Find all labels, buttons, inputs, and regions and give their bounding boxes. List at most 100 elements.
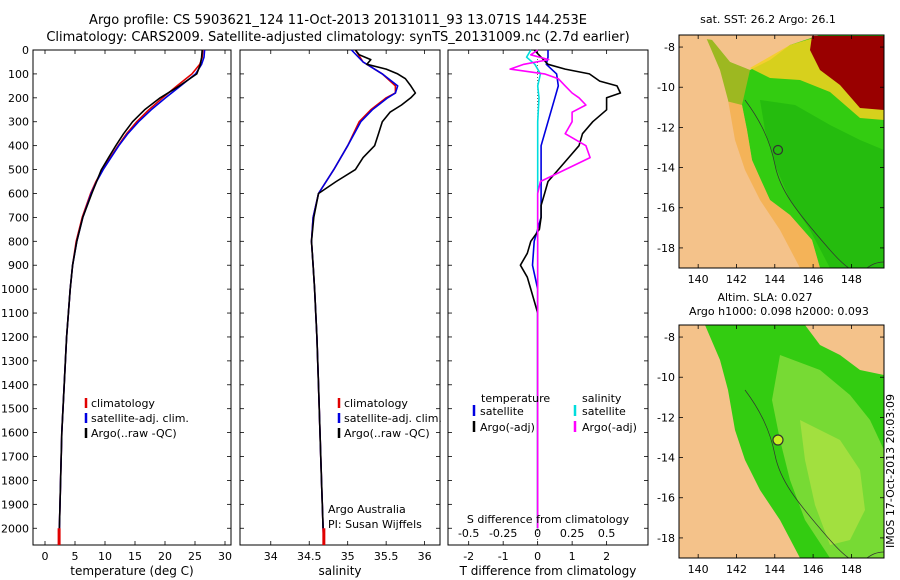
y-tick-label: 1000 bbox=[1, 283, 29, 296]
salinity-legend: climatology satellite-adj. clim. Argo(..… bbox=[337, 397, 442, 440]
legend-label-sal-satellite: satellite bbox=[582, 405, 626, 418]
sst-map-title: sat. SST: 26.2 Argo: 26.1 bbox=[700, 13, 836, 26]
y-tick-label: 1100 bbox=[1, 307, 29, 320]
y-tick-label: 100 bbox=[8, 68, 29, 81]
temperature-axes-frame bbox=[32, 49, 232, 546]
salinity-panel: 34 34.5 35 35.5 36 salinity climatology sate… bbox=[239, 49, 442, 578]
argo-position-marker bbox=[772, 144, 784, 156]
difference-axes-frame bbox=[447, 49, 649, 546]
map-x-tick-label: 148 bbox=[841, 273, 862, 286]
temperature-legend: climatology satellite-adj. clim. Argo(..… bbox=[84, 397, 189, 440]
x-tick-label: 1 bbox=[569, 550, 576, 563]
x2-tick-label: 0.25 bbox=[560, 527, 585, 540]
temperature-xlabel: temperature (deg C) bbox=[70, 564, 193, 578]
y-tick-label: 1600 bbox=[1, 427, 29, 440]
legend-label-climatology: climatology bbox=[344, 397, 408, 410]
map-x-tick-label: 142 bbox=[726, 563, 747, 576]
legend-label-temp-satellite: satellite bbox=[480, 405, 524, 418]
map-x-tick-label: 148 bbox=[841, 563, 862, 576]
map-x-tick-label: 144 bbox=[764, 273, 785, 286]
legend-label-argo: Argo(..raw -QC) bbox=[344, 427, 430, 440]
x-tick-label: 0 bbox=[534, 550, 541, 563]
x-tick-label: 2 bbox=[603, 550, 610, 563]
x-tick-label: -2 bbox=[463, 550, 474, 563]
map-x-tick-label: 142 bbox=[726, 273, 747, 286]
map-y-tick-label: -16 bbox=[657, 202, 675, 215]
x-tick-label: 20 bbox=[158, 550, 172, 563]
y-tick-label: 1800 bbox=[1, 474, 29, 487]
temperature-profiles bbox=[57, 49, 206, 546]
map-y-tick-label: -14 bbox=[657, 162, 675, 175]
difference-profiles bbox=[509, 49, 622, 529]
salinity-axes-frame bbox=[239, 49, 441, 546]
y-tick-label: 1300 bbox=[1, 355, 29, 368]
map-y-tick-label: -18 bbox=[657, 242, 675, 255]
credit-line-1: Argo Australia bbox=[328, 503, 406, 516]
australia-land bbox=[679, 35, 800, 268]
x-tick-label: 30 bbox=[218, 550, 232, 563]
x-tick-label: 10 bbox=[98, 550, 112, 563]
sla-map-title-1: Altim. SLA: 0.027 bbox=[717, 291, 812, 304]
y-tick-label: 300 bbox=[8, 116, 29, 129]
x-tick-label: 34.5 bbox=[297, 550, 322, 563]
y-tick-label: 800 bbox=[8, 235, 29, 248]
imos-timestamp: IMOS 17-Oct-2013 20:03:09 bbox=[884, 394, 897, 548]
title-line-2: Climatology: CARS2009. Satellite-adjuste… bbox=[46, 30, 629, 45]
y-tick-label: 700 bbox=[8, 211, 29, 224]
y-tick-label: 600 bbox=[8, 187, 29, 200]
map-y-tick-label: -14 bbox=[657, 452, 675, 465]
sla-peak-region bbox=[800, 420, 865, 545]
y-tick-label: 1200 bbox=[1, 331, 29, 344]
map-x-tick-label: 146 bbox=[803, 563, 824, 576]
x-tick-label: 36 bbox=[418, 550, 432, 563]
y-tick-label: 200 bbox=[8, 92, 29, 105]
sst-map: -8 -10 -12 -14 -16 -18 140 142 144 146 148 bbox=[657, 34, 885, 286]
legend-label-sal-argo: Argo(-adj) bbox=[582, 421, 637, 434]
salinity-profiles bbox=[310, 49, 417, 546]
legend-label-climatology: climatology bbox=[91, 397, 155, 410]
x-tick-label: 35 bbox=[341, 550, 355, 563]
map-y-tick-label: -8 bbox=[664, 41, 675, 54]
map-x-tick-label: 140 bbox=[688, 563, 709, 576]
map-x-tick-label: 140 bbox=[688, 273, 709, 286]
y-tick-label: 1900 bbox=[1, 498, 29, 511]
x-tick-label: 25 bbox=[188, 550, 202, 563]
title-line-1: Argo profile: CS 5903621_124 11-Oct-2013… bbox=[89, 13, 587, 28]
x-tick-label: 34 bbox=[264, 550, 278, 563]
sla-map: -8 -10 -12 -14 -16 -18 140 142 144 146 148 bbox=[657, 324, 885, 576]
temperature-x-axis: 0 5 10 15 20 25 30 bbox=[42, 50, 232, 563]
australia-land bbox=[679, 325, 800, 558]
sst-map-ticks: -8 -10 -12 -14 -16 -18 140 142 144 146 148 bbox=[657, 35, 884, 286]
bathymetry-contour bbox=[744, 99, 884, 268]
x-tick-label: 15 bbox=[128, 550, 142, 563]
y-tick-label: 2000 bbox=[1, 522, 29, 535]
map-x-tick-label: 144 bbox=[764, 563, 785, 576]
argo-position-marker bbox=[772, 434, 784, 446]
map-y-tick-label: -10 bbox=[657, 371, 675, 384]
difference-legend: temperature salinity satellite Argo(-adj… bbox=[472, 392, 637, 434]
legend-label-satellite: satellite-adj. clim. bbox=[344, 412, 442, 425]
series-line-2 bbox=[58, 49, 203, 529]
map-y-tick-label: -10 bbox=[657, 81, 675, 94]
temperature-panel: 0100200300400500600700800900100011001200… bbox=[1, 44, 232, 578]
series-line-3 bbox=[509, 49, 591, 529]
hot-sst-region bbox=[810, 36, 884, 110]
bathymetry-contour bbox=[744, 389, 884, 558]
x-tick-label: 0 bbox=[42, 550, 49, 563]
x-tick-label: 5 bbox=[72, 550, 79, 563]
land-patch bbox=[679, 490, 712, 558]
x2-tick-label: 0.5 bbox=[598, 527, 616, 540]
difference-x2label: S difference from climatology bbox=[467, 513, 630, 526]
y-tick-label: 1700 bbox=[1, 451, 29, 464]
sla-map-title-2: Argo h1000: 0.098 h2000: 0.093 bbox=[689, 305, 869, 318]
land-patch bbox=[679, 200, 712, 268]
series-line-2 bbox=[310, 49, 417, 529]
legend-label-satellite: satellite-adj. clim. bbox=[91, 412, 189, 425]
map-x-tick-label: 146 bbox=[803, 273, 824, 286]
difference-depth-ticks bbox=[448, 49, 648, 529]
difference-panel: -2 -1 0 1 2 -0.5 -0.25 0 0.25 0.5 S difference f… bbox=[447, 49, 649, 578]
map-y-tick-label: -18 bbox=[657, 532, 675, 545]
depth-axis: 0 100 200 300 400 500 600 700 800 900 1000 1100 1200… bbox=[1, 44, 231, 535]
y-tick-label: 1400 bbox=[1, 379, 29, 392]
